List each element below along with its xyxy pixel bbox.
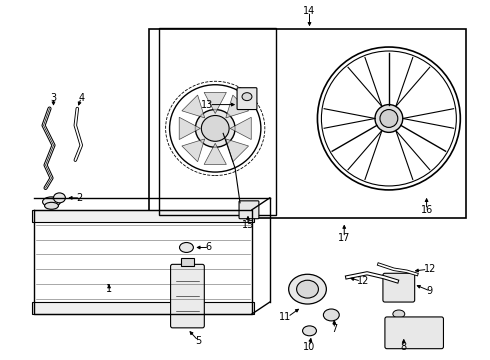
Text: 11: 11 <box>279 312 292 322</box>
Ellipse shape <box>53 193 65 203</box>
Polygon shape <box>182 139 205 162</box>
Text: 13: 13 <box>201 100 213 109</box>
Text: 6: 6 <box>205 243 211 252</box>
Polygon shape <box>179 117 200 140</box>
FancyBboxPatch shape <box>171 264 204 328</box>
Ellipse shape <box>201 116 229 141</box>
Polygon shape <box>204 143 226 165</box>
Text: 9: 9 <box>427 286 433 296</box>
Ellipse shape <box>380 109 398 127</box>
Ellipse shape <box>302 326 317 336</box>
Ellipse shape <box>296 280 318 298</box>
FancyBboxPatch shape <box>239 201 259 219</box>
Polygon shape <box>204 93 226 113</box>
Text: 17: 17 <box>338 233 350 243</box>
Text: 7: 7 <box>331 324 338 334</box>
Ellipse shape <box>45 202 58 209</box>
FancyBboxPatch shape <box>383 273 415 302</box>
FancyBboxPatch shape <box>385 317 443 349</box>
Text: 5: 5 <box>195 336 201 346</box>
Bar <box>32 210 254 222</box>
Text: 12: 12 <box>424 264 436 274</box>
Ellipse shape <box>323 309 339 321</box>
Polygon shape <box>230 117 251 140</box>
Bar <box>149 29 466 218</box>
Bar <box>159 28 276 215</box>
Polygon shape <box>226 95 248 118</box>
Text: 3: 3 <box>50 93 56 103</box>
Ellipse shape <box>289 274 326 304</box>
Ellipse shape <box>393 310 405 318</box>
Text: 1: 1 <box>106 284 112 294</box>
Bar <box>32 302 254 314</box>
Ellipse shape <box>196 109 235 147</box>
Text: 4: 4 <box>78 93 84 103</box>
Polygon shape <box>182 95 205 118</box>
Polygon shape <box>226 139 248 162</box>
Text: 12: 12 <box>357 276 369 286</box>
Bar <box>180 258 195 266</box>
Ellipse shape <box>43 197 60 207</box>
Ellipse shape <box>375 105 403 132</box>
Text: 8: 8 <box>401 342 407 352</box>
Ellipse shape <box>242 93 252 100</box>
Text: 16: 16 <box>420 205 433 215</box>
Text: 2: 2 <box>76 193 82 203</box>
Text: 10: 10 <box>303 342 316 352</box>
Text: 14: 14 <box>303 6 316 16</box>
Ellipse shape <box>179 243 194 252</box>
FancyBboxPatch shape <box>237 88 257 109</box>
Text: 15: 15 <box>242 220 254 230</box>
